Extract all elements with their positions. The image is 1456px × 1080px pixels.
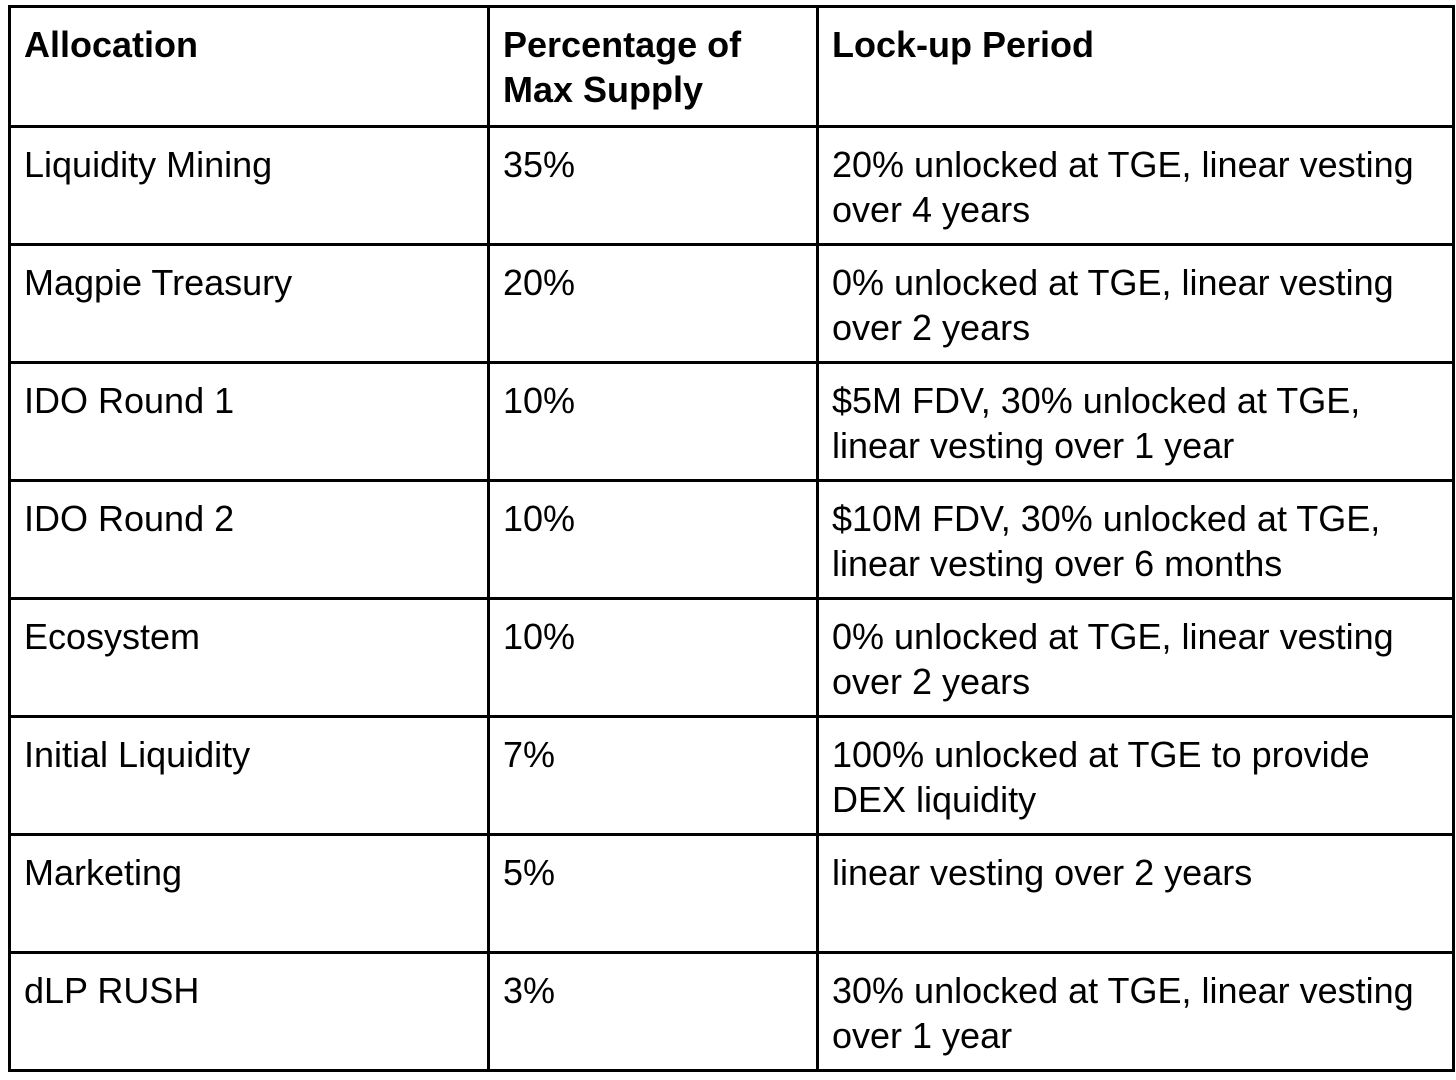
allocation-cell: Magpie Treasury (8, 243, 490, 364)
allocation-cell: Marketing (8, 833, 490, 954)
lockup-cell: $10M FDV, 30% unlocked at TGE, linear ve… (816, 479, 1455, 600)
column-header-percentage-of-max-supply: Percentage of Max Supply (487, 5, 819, 128)
table-row-initial-liquidity: Initial Liquidity 7% 100% unlocked at TG… (8, 715, 1455, 836)
table-row-liquidity-mining: Liquidity Mining 35% 20% unlocked at TGE… (8, 125, 1455, 246)
percentage-cell: 10% (487, 361, 819, 482)
token-allocation-table: Allocation Percentage of Max Supply Lock… (8, 5, 1455, 1072)
percentage-cell: 3% (487, 951, 819, 1072)
column-header-allocation: Allocation (8, 5, 490, 128)
percentage-cell: 5% (487, 833, 819, 954)
allocation-cell: dLP RUSH (8, 951, 490, 1072)
table-row-ido-round-1: IDO Round 1 10% $5M FDV, 30% unlocked at… (8, 361, 1455, 482)
lockup-cell: 20% unlocked at TGE, linear vesting over… (816, 125, 1455, 246)
table-row-ido-round-2: IDO Round 2 10% $10M FDV, 30% unlocked a… (8, 479, 1455, 600)
percentage-cell: 35% (487, 125, 819, 246)
lockup-cell: 0% unlocked at TGE, linear vesting over … (816, 243, 1455, 364)
allocation-cell: Initial Liquidity (8, 715, 490, 836)
allocation-cell: Liquidity Mining (8, 125, 490, 246)
table-row-dlp-rush: dLP RUSH 3% 30% unlocked at TGE, linear … (8, 951, 1455, 1072)
allocation-cell: IDO Round 2 (8, 479, 490, 600)
allocation-cell: IDO Round 1 (8, 361, 490, 482)
table-row-marketing: Marketing 5% linear vesting over 2 years (8, 833, 1455, 954)
percentage-cell: 10% (487, 479, 819, 600)
lockup-cell: $5M FDV, 30% unlocked at TGE, linear ves… (816, 361, 1455, 482)
percentage-cell: 7% (487, 715, 819, 836)
lockup-cell: 0% unlocked at TGE, linear vesting over … (816, 597, 1455, 718)
column-header-lockup-period: Lock-up Period (816, 5, 1455, 128)
percentage-cell: 20% (487, 243, 819, 364)
lockup-cell: linear vesting over 2 years (816, 833, 1455, 954)
allocation-cell: Ecosystem (8, 597, 490, 718)
table-row-ecosystem: Ecosystem 10% 0% unlocked at TGE, linear… (8, 597, 1455, 718)
lockup-cell: 30% unlocked at TGE, linear vesting over… (816, 951, 1455, 1072)
table-header-row: Allocation Percentage of Max Supply Lock… (8, 5, 1455, 128)
lockup-cell: 100% unlocked at TGE to provide DEX liqu… (816, 715, 1455, 836)
table-row-magpie-treasury: Magpie Treasury 20% 0% unlocked at TGE, … (8, 243, 1455, 364)
percentage-cell: 10% (487, 597, 819, 718)
